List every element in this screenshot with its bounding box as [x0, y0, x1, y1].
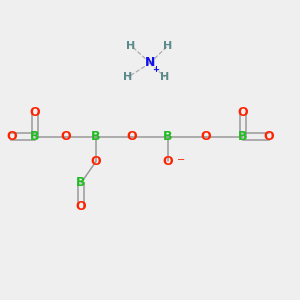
Text: B: B: [76, 176, 86, 190]
Text: O: O: [238, 106, 248, 119]
Text: H: H: [127, 40, 136, 51]
Text: O: O: [163, 155, 173, 168]
Text: H: H: [124, 72, 133, 82]
Text: O: O: [60, 130, 71, 143]
Text: O: O: [263, 130, 274, 143]
Text: H: H: [164, 40, 172, 51]
Text: +: +: [152, 64, 160, 74]
Text: O: O: [29, 106, 40, 119]
Text: B: B: [163, 130, 173, 143]
Text: O: O: [91, 155, 101, 168]
Text: O: O: [76, 200, 86, 214]
Text: N: N: [145, 56, 155, 70]
Text: H: H: [160, 72, 169, 82]
Text: −: −: [176, 155, 185, 165]
Text: O: O: [200, 130, 211, 143]
Text: B: B: [30, 130, 39, 143]
Text: B: B: [91, 130, 101, 143]
Text: B: B: [238, 130, 248, 143]
Text: O: O: [6, 130, 17, 143]
Text: O: O: [127, 130, 137, 143]
